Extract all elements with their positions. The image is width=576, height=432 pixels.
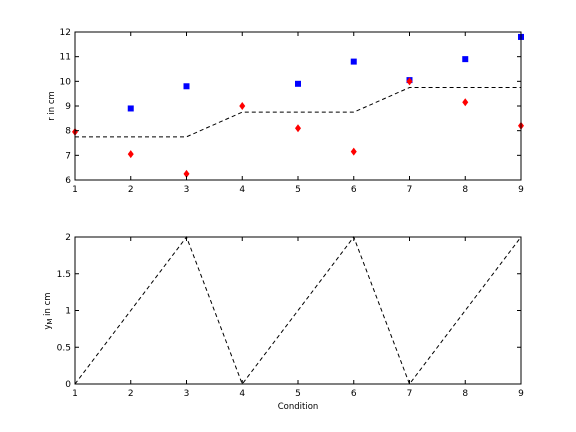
red-diamond-point [406, 77, 413, 86]
top-y-tick-label: 7 [65, 151, 71, 161]
top-x-tick-label: 1 [72, 185, 78, 195]
bottom-x-tick-label: 7 [407, 389, 413, 399]
bottom-x-tick-label: 6 [351, 389, 357, 399]
bottom-x-tick-label: 9 [518, 389, 524, 399]
red-diamond-point [350, 147, 357, 156]
bottom-y-tick-label: 1 [65, 307, 71, 317]
top-y-tick-label: 11 [60, 53, 71, 63]
red-diamond-point [462, 98, 469, 107]
bottom-chart-x-axis-label: Condition [278, 402, 319, 412]
top-y-tick-label: 10 [60, 77, 72, 87]
bottom-y-tick-label: 1.5 [57, 270, 71, 280]
top-x-tick-label: 6 [351, 185, 357, 195]
bottom-x-tick-label: 1 [72, 389, 78, 399]
bottom-chart-ticks: 1 2 3 4 5 6 7 8 9 0 0.5 1 1.5 2 [57, 233, 524, 399]
top-dashed-series-line [75, 87, 521, 138]
top-x-tick-label: 8 [462, 185, 468, 195]
bottom-y-tick-label: 2 [65, 233, 71, 243]
top-y-tick-label: 12 [60, 28, 71, 38]
blue-square-point [295, 80, 301, 87]
bottom-y-tick-label: 0 [65, 380, 71, 390]
red-diamond-point [127, 150, 134, 159]
bottom-x-tick-label: 8 [462, 389, 468, 399]
top-y-tick-label: 6 [65, 176, 71, 186]
blue-square-point [350, 58, 357, 65]
bottom-chart: 1 2 3 4 5 6 7 8 9 0 0.5 1 1.5 2 yM in cm Condition [43, 233, 524, 412]
top-x-tick-label: 2 [128, 185, 134, 195]
bottom-dashed-series-line [74, 235, 522, 386]
top-x-tick-label: 9 [518, 185, 524, 195]
red-diamond-point [183, 169, 190, 178]
bottom-x-tick-label: 2 [128, 389, 134, 399]
y-label-suffix: in cm [43, 292, 53, 318]
blue-square-point [183, 83, 190, 90]
top-x-tick-label: 3 [184, 185, 190, 195]
top-x-tick-label: 5 [295, 185, 301, 195]
red-diamond-point [239, 102, 246, 110]
blue-square-point [127, 105, 134, 112]
bottom-y-tick-label: 0.5 [57, 343, 71, 353]
bottom-x-tick-label: 3 [184, 389, 190, 399]
bottom-x-tick-label: 4 [239, 389, 245, 399]
y-label-subscript: M [46, 319, 54, 325]
top-x-tick-label: 4 [239, 185, 245, 195]
top-y-tick-label: 9 [65, 102, 71, 112]
bottom-x-tick-label: 5 [295, 389, 301, 399]
y-label-main: y [43, 325, 53, 330]
top-x-tick-label: 7 [407, 185, 413, 195]
red-diamond-point [295, 124, 301, 133]
top-chart-y-axis-label: r in cm [47, 91, 57, 121]
bottom-chart-plot-area [74, 235, 522, 386]
top-y-tick-label: 8 [65, 127, 71, 137]
blue-square-point [462, 56, 469, 63]
bottom-chart-y-axis-label: yM in cm [43, 292, 54, 329]
